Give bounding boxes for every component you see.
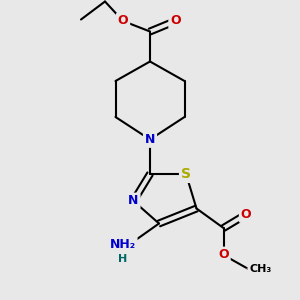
Text: O: O bbox=[170, 14, 181, 28]
Text: S: S bbox=[181, 167, 191, 181]
Text: O: O bbox=[247, 268, 248, 269]
Text: O: O bbox=[241, 208, 251, 221]
Text: NH₂: NH₂ bbox=[110, 238, 136, 251]
Text: N: N bbox=[145, 133, 155, 146]
Text: CH₃: CH₃ bbox=[249, 263, 271, 274]
Text: N: N bbox=[128, 194, 139, 208]
Text: O: O bbox=[118, 14, 128, 28]
Text: H: H bbox=[118, 254, 127, 265]
Text: O: O bbox=[218, 248, 229, 262]
